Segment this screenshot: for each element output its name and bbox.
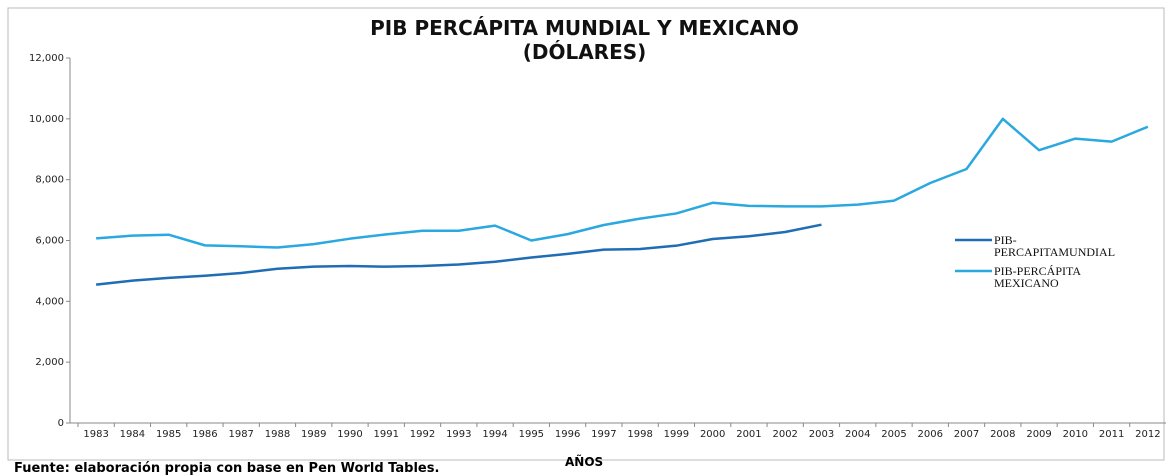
chart-border bbox=[7, 7, 1165, 461]
data-line bbox=[96, 117, 1149, 249]
x-tick-label: 1984 bbox=[120, 429, 145, 440]
x-tick-label: 2012 bbox=[1135, 429, 1160, 440]
x-axis-label: AÑOS bbox=[565, 455, 604, 469]
x-tick-label: 1986 bbox=[192, 429, 217, 440]
legend-label: PIB-PERCAPITAMUNDIAL bbox=[994, 233, 1116, 259]
x-tick-label: 2006 bbox=[918, 429, 943, 440]
x-tick-label: 1993 bbox=[446, 429, 471, 440]
x-tick-label: 1983 bbox=[83, 429, 108, 440]
x-tick-label: 2011 bbox=[1099, 429, 1124, 440]
x-tick-label: 2003 bbox=[809, 429, 834, 440]
x-tick-label: 2005 bbox=[881, 429, 906, 440]
y-tick-label: 0 bbox=[58, 418, 64, 429]
data-line bbox=[95, 223, 822, 286]
x-tick-label: 2009 bbox=[1026, 429, 1051, 440]
x-tick-label: 2004 bbox=[845, 429, 870, 440]
x-tick-label: 2008 bbox=[990, 429, 1015, 440]
chart-subtitle: (DÓLARES) bbox=[522, 40, 647, 64]
y-tick-label: 6,000 bbox=[35, 236, 64, 247]
x-tick-label: 1987 bbox=[228, 429, 253, 440]
source-note: Fuente: elaboración propia con base en P… bbox=[14, 461, 440, 476]
x-tick-label: 1994 bbox=[482, 429, 507, 440]
x-tick-label: 1988 bbox=[265, 429, 290, 440]
y-tick-label: 4,000 bbox=[35, 296, 64, 307]
x-tick-label: 1995 bbox=[519, 429, 544, 440]
x-tick-label: 2010 bbox=[1063, 429, 1088, 440]
y-tick-label: 12,000 bbox=[29, 53, 64, 64]
y-tick-label: 2,000 bbox=[35, 357, 64, 368]
x-tick-label: 1985 bbox=[156, 429, 181, 440]
x-tick-label: 1998 bbox=[627, 429, 652, 440]
x-tick-label: 2001 bbox=[736, 429, 761, 440]
y-tick-label: 8,000 bbox=[35, 175, 64, 186]
legend-label: PIB-PERCÁPITA MEXICANO bbox=[994, 264, 1081, 290]
x-tick-label: 1992 bbox=[410, 429, 435, 440]
x-tick-label: 2000 bbox=[700, 429, 725, 440]
x-tick-label: 1991 bbox=[374, 429, 399, 440]
x-tick-label: 1990 bbox=[337, 429, 362, 440]
x-tick-label: 1989 bbox=[301, 429, 326, 440]
x-tick-label: 2007 bbox=[954, 429, 979, 440]
chart-title: PIB PERCÁPITA MUNDIAL Y MEXICANO bbox=[370, 16, 799, 40]
x-tick-label: 1996 bbox=[555, 429, 580, 440]
x-tick-label: 1997 bbox=[591, 429, 616, 440]
x-tick-label: 1999 bbox=[664, 429, 689, 440]
y-tick-label: 10,000 bbox=[29, 114, 64, 125]
x-tick-label: 2002 bbox=[772, 429, 797, 440]
